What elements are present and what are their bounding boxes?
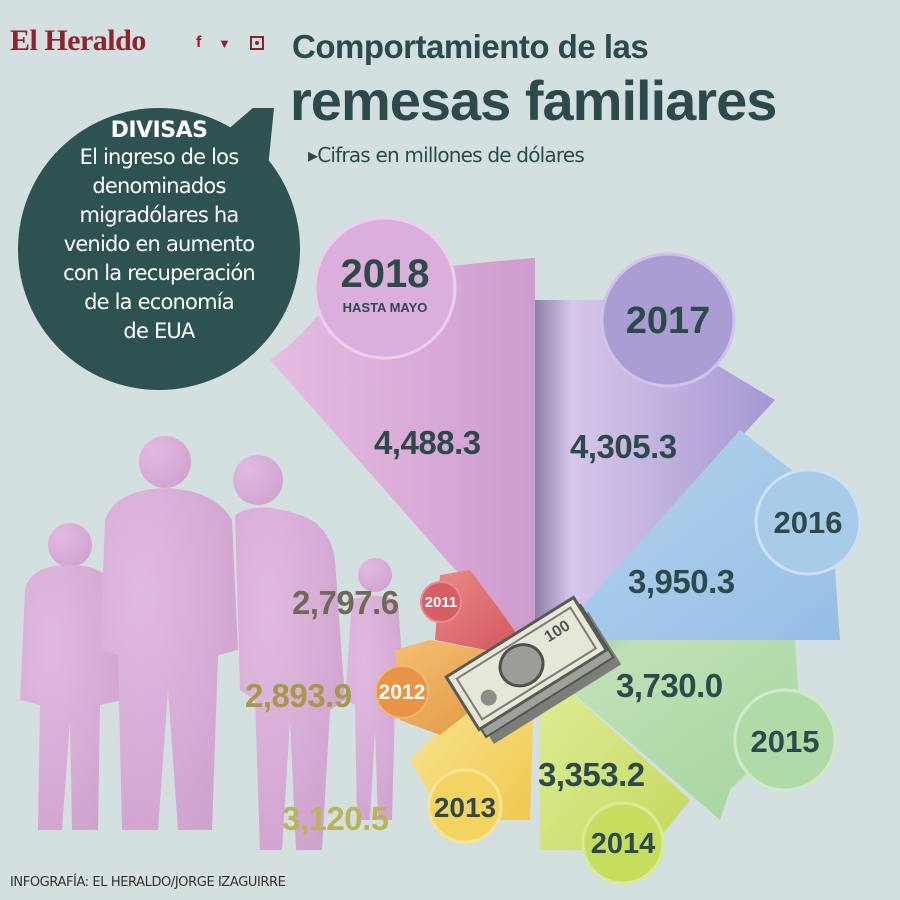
credit-line: INFOGRAFÍA: EL HERALDO/JORGE IZAGUIRRE [10, 875, 286, 890]
callout-heading: DIVISAS [110, 118, 208, 143]
twitter-icon[interactable]: ▼ [218, 36, 231, 51]
callout-line: con la recuperación [63, 261, 256, 285]
wedge-2014 [535, 660, 690, 850]
callout-line: migradólares ha [79, 203, 240, 227]
callout-bubble [18, 108, 300, 390]
year-label-2013: 2013 [433, 792, 497, 823]
year-label-2014: 2014 [590, 828, 656, 860]
callout-line: de EUA [123, 319, 195, 343]
wedge-2017 [535, 300, 775, 660]
callout-text: DIVISAS El ingreso de los denominados mi… [18, 118, 300, 346]
value-2015: 3,730.0 [616, 667, 723, 704]
year-label-2016: 2016 [773, 505, 843, 540]
brand-logo: El Heraldo [10, 24, 146, 57]
callout-line: denominados [92, 174, 226, 198]
value-2016: 3,950.3 [628, 563, 735, 600]
value-2014: 3,353.2 [538, 756, 645, 793]
year-label-2015: 2015 [750, 724, 820, 759]
value-2011: 2,797.6 [292, 584, 399, 621]
title-line-1: Comportamiento de las [292, 28, 649, 65]
wedge-2015 [535, 640, 800, 820]
subtitle: ▸Cifras en millones de dólares [308, 143, 585, 167]
callout-line: de la economía [84, 290, 235, 314]
wedge-2018 [270, 258, 535, 660]
family-silhouette [20, 436, 405, 850]
year-label-2011: 2011 [424, 594, 458, 611]
value-2012: 2,893.9 [245, 677, 352, 714]
instagram-icon[interactable] [250, 36, 264, 50]
callout-line: El ingreso de los [79, 145, 240, 169]
year-label-2012: 2012 [378, 681, 426, 704]
title-line-2: remesas familiares [290, 69, 777, 132]
year-label-2017: 2017 [625, 300, 711, 342]
value-2013: 3,120.5 [282, 800, 389, 837]
value-2018: 4,488.3 [374, 424, 481, 461]
wedge-2016 [535, 430, 840, 660]
callout-line: venido en aumento [63, 232, 255, 256]
year-label-2018: 2018 [340, 252, 430, 296]
facebook-icon[interactable]: f [196, 34, 202, 51]
money-stack-illustration: 100 [444, 595, 622, 744]
value-2017: 4,305.3 [570, 428, 677, 465]
year-note-2018: HASTA MAYO [342, 300, 428, 315]
